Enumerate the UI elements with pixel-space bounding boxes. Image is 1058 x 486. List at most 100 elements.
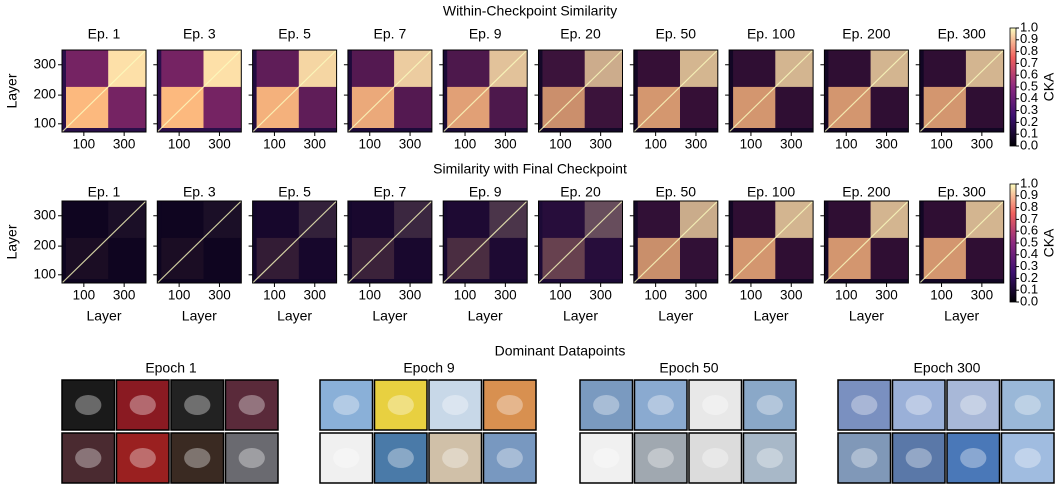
datapoint-image	[946, 379, 1001, 431]
image-subject	[333, 448, 360, 468]
x-tick-label: 100	[930, 137, 953, 152]
image-subject	[496, 395, 523, 415]
heatmap-diagonal	[347, 49, 433, 133]
panel-frame	[823, 200, 909, 284]
panel-frame	[442, 200, 528, 284]
heatmap	[347, 49, 433, 133]
panel-title: Ep. 20	[560, 26, 601, 42]
y-tick-label: 200	[33, 87, 56, 102]
x-tick-label: 300	[303, 288, 326, 303]
colorbar-tick-label: 0.5	[1020, 78, 1038, 93]
panel-frame	[156, 49, 242, 133]
x-tick-label: 300	[494, 288, 517, 303]
heatmap-diagonal	[442, 200, 528, 284]
colorbar-tick-label: 0.4	[1020, 90, 1038, 105]
panel-frame	[252, 200, 338, 284]
y-axis-label: Layer	[4, 224, 20, 259]
x-axis-label: Layer	[277, 308, 312, 324]
heatmap-diagonal	[633, 49, 719, 133]
x-tick-label: 100	[358, 288, 381, 303]
x-axis-label: Layer	[468, 308, 503, 324]
panel-title: Ep. 100	[747, 184, 795, 200]
x-tick-label: 100	[454, 137, 477, 152]
panel-frame	[919, 200, 1005, 284]
x-tick-label: 100	[73, 288, 96, 303]
datapoint-image	[61, 432, 116, 484]
x-tick-label: 100	[835, 288, 858, 303]
panel-title: Ep. 5	[278, 26, 311, 42]
datapoint-image	[742, 432, 797, 484]
datapoint-image	[891, 432, 946, 484]
panel-frame	[61, 49, 147, 133]
heatmap-diagonal	[728, 200, 814, 284]
group-title: Epoch 50	[659, 360, 718, 376]
image-subject	[702, 448, 729, 468]
panel-frame	[538, 49, 623, 133]
panel-frame	[728, 200, 814, 284]
panel-title: Ep. 300	[938, 26, 986, 42]
heatmap	[156, 49, 242, 133]
datapoint-image	[891, 379, 946, 431]
colorbar-tick-label: 0.1	[1020, 282, 1038, 297]
x-tick-label: 300	[685, 288, 708, 303]
colorbar-tick-label: 0.3	[1020, 258, 1038, 273]
panel-frame	[823, 49, 909, 133]
heatmap	[252, 49, 338, 133]
row-title: Within-Checkpoint Similarity	[443, 3, 617, 19]
y-tick-label: 100	[33, 266, 56, 281]
image-subject	[905, 448, 932, 468]
x-tick-label: 300	[875, 288, 898, 303]
x-tick-label: 300	[494, 137, 517, 152]
datapoint-image	[633, 379, 688, 431]
datapoint-image	[373, 379, 428, 431]
colorbar-tick-label: 0.2	[1020, 270, 1038, 285]
colorbar	[1009, 183, 1017, 303]
heatmap-diagonal	[347, 200, 433, 284]
datapoint-image	[742, 379, 797, 431]
x-axis-label: Layer	[849, 308, 884, 324]
image-subject	[75, 448, 102, 468]
x-tick-label: 100	[549, 288, 572, 303]
panel-title: Ep. 3	[183, 26, 216, 42]
x-tick-label: 100	[644, 288, 667, 303]
panel-title: Ep. 5	[278, 184, 311, 200]
datapoint-image	[224, 432, 279, 484]
heatmap-diagonal	[61, 200, 147, 284]
panel-title: Ep. 200	[842, 26, 890, 42]
colorbar-tick-label: 0.6	[1020, 67, 1038, 82]
panel-title: Ep. 7	[374, 184, 407, 200]
x-tick-label: 100	[168, 137, 191, 152]
colorbar-tick-label: 0.6	[1020, 223, 1038, 238]
x-tick-label: 300	[113, 137, 136, 152]
panel-frame	[442, 49, 528, 133]
panel-title: Ep. 50	[656, 26, 697, 42]
panel-title: Ep. 3	[183, 184, 216, 200]
panel-title: Ep. 9	[469, 26, 502, 42]
heatmap-diagonal	[156, 49, 242, 133]
panel-title: Ep. 100	[747, 26, 795, 42]
datapoint-image	[319, 432, 374, 484]
image-subject	[496, 448, 523, 468]
x-tick-label: 100	[263, 288, 286, 303]
heatmap	[347, 200, 433, 284]
colorbar-tick-label: 1.0	[1020, 175, 1038, 190]
heatmap	[252, 200, 338, 284]
x-tick-label: 100	[358, 137, 381, 152]
image-subject	[75, 395, 102, 415]
row-title: Similarity with Final Checkpoint	[433, 161, 627, 177]
heatmap	[633, 49, 719, 133]
heatmap-diagonal	[442, 49, 528, 133]
x-tick-label: 300	[399, 288, 422, 303]
heatmap	[728, 200, 814, 284]
x-tick-label: 100	[454, 288, 477, 303]
datapoint-image	[428, 432, 483, 484]
datapoint-image	[115, 379, 170, 431]
x-axis-label: Layer	[86, 308, 121, 324]
heatmap-diagonal	[919, 49, 1005, 133]
group-title: Epoch 9	[403, 360, 455, 376]
colorbar-tick-label: 0.2	[1020, 114, 1038, 129]
x-axis-label: Layer	[754, 308, 789, 324]
heatmap-diagonal	[61, 49, 147, 133]
image-subject	[184, 395, 211, 415]
